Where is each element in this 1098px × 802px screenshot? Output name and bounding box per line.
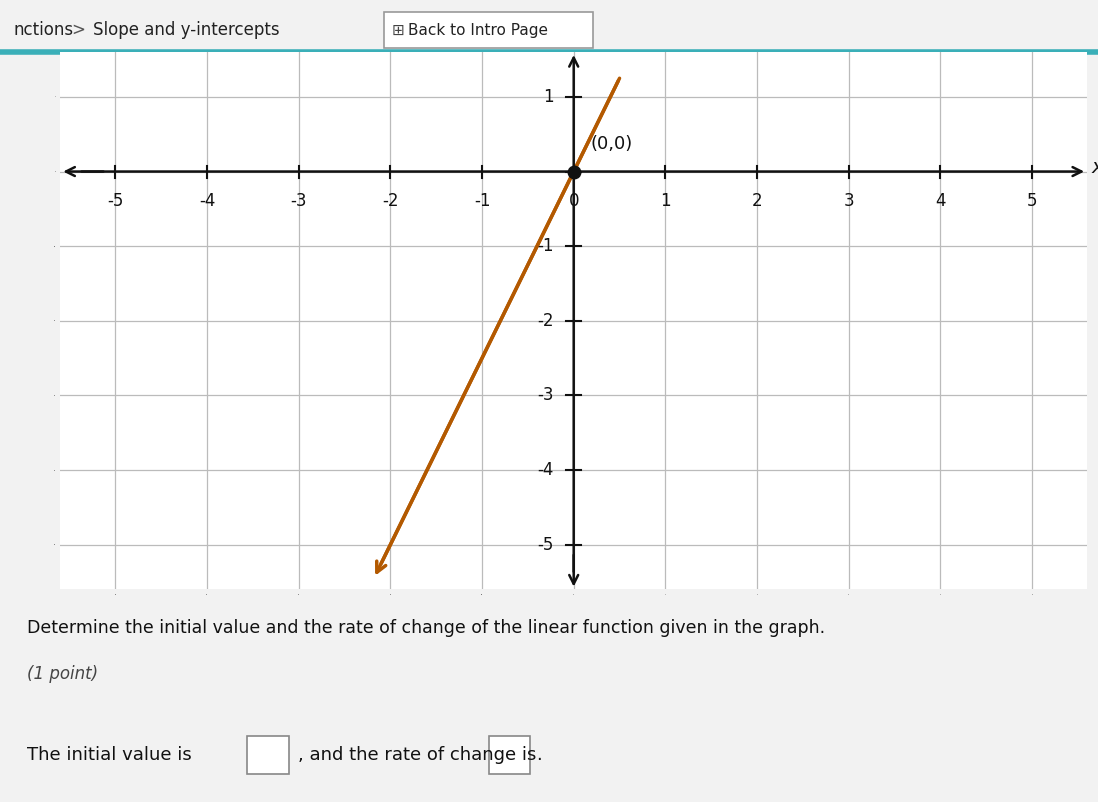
Text: x: x bbox=[1091, 158, 1098, 177]
Text: -3: -3 bbox=[537, 387, 553, 404]
Text: nctions: nctions bbox=[13, 21, 74, 39]
Text: ⊞: ⊞ bbox=[392, 22, 405, 38]
Text: 1: 1 bbox=[660, 192, 671, 210]
Text: 4: 4 bbox=[935, 192, 945, 210]
Text: -4: -4 bbox=[537, 461, 553, 479]
Text: -1: -1 bbox=[474, 192, 491, 210]
Text: 3: 3 bbox=[843, 192, 854, 210]
Text: The initial value is: The initial value is bbox=[27, 746, 192, 764]
Text: (1 point): (1 point) bbox=[27, 666, 99, 683]
Text: -2: -2 bbox=[537, 312, 553, 330]
Text: 5: 5 bbox=[1027, 192, 1038, 210]
Text: (0,0): (0,0) bbox=[591, 135, 632, 153]
Bar bbox=[489, 736, 530, 775]
Text: , and the rate of change is: , and the rate of change is bbox=[298, 746, 536, 764]
Text: 2: 2 bbox=[752, 192, 762, 210]
Text: -2: -2 bbox=[382, 192, 399, 210]
Text: 1: 1 bbox=[542, 88, 553, 106]
Text: >: > bbox=[71, 21, 86, 39]
Text: -4: -4 bbox=[199, 192, 215, 210]
Text: 0: 0 bbox=[569, 192, 579, 210]
Text: Determine the initial value and the rate of change of the linear function given : Determine the initial value and the rate… bbox=[27, 618, 826, 637]
Text: .: . bbox=[536, 746, 541, 764]
Text: -5: -5 bbox=[108, 192, 124, 210]
Text: -1: -1 bbox=[537, 237, 553, 255]
Bar bbox=[247, 736, 289, 775]
Text: -5: -5 bbox=[537, 536, 553, 553]
FancyBboxPatch shape bbox=[384, 12, 593, 48]
Text: Slope and y-intercepts: Slope and y-intercepts bbox=[93, 21, 280, 39]
Text: Back to Intro Page: Back to Intro Page bbox=[408, 22, 549, 38]
Text: -3: -3 bbox=[291, 192, 307, 210]
